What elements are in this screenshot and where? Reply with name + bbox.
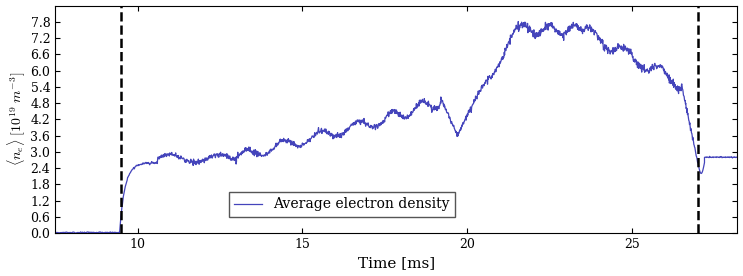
Average electron density (159, 153, 168, 156)
Average electron density (321, 127, 330, 131)
Average electron density (685, 121, 694, 124)
Average electron density (514, 20, 523, 23)
Average electron density (51, 231, 59, 234)
Line: Average electron density: Average electron density (55, 22, 738, 234)
Average electron density (115, 232, 124, 235)
X-axis label: Time [ms]: Time [ms] (358, 256, 435, 270)
Average electron density (727, 155, 736, 159)
Average electron density (733, 155, 742, 159)
Average electron density (91, 231, 100, 234)
Legend: Average electron density: Average electron density (229, 192, 455, 217)
Y-axis label: $\langle n_e \rangle\ [10^{19}\ m^{-3}]$: $\langle n_e \rangle\ [10^{19}\ m^{-3}]$ (5, 72, 27, 166)
Average electron density (628, 54, 637, 57)
